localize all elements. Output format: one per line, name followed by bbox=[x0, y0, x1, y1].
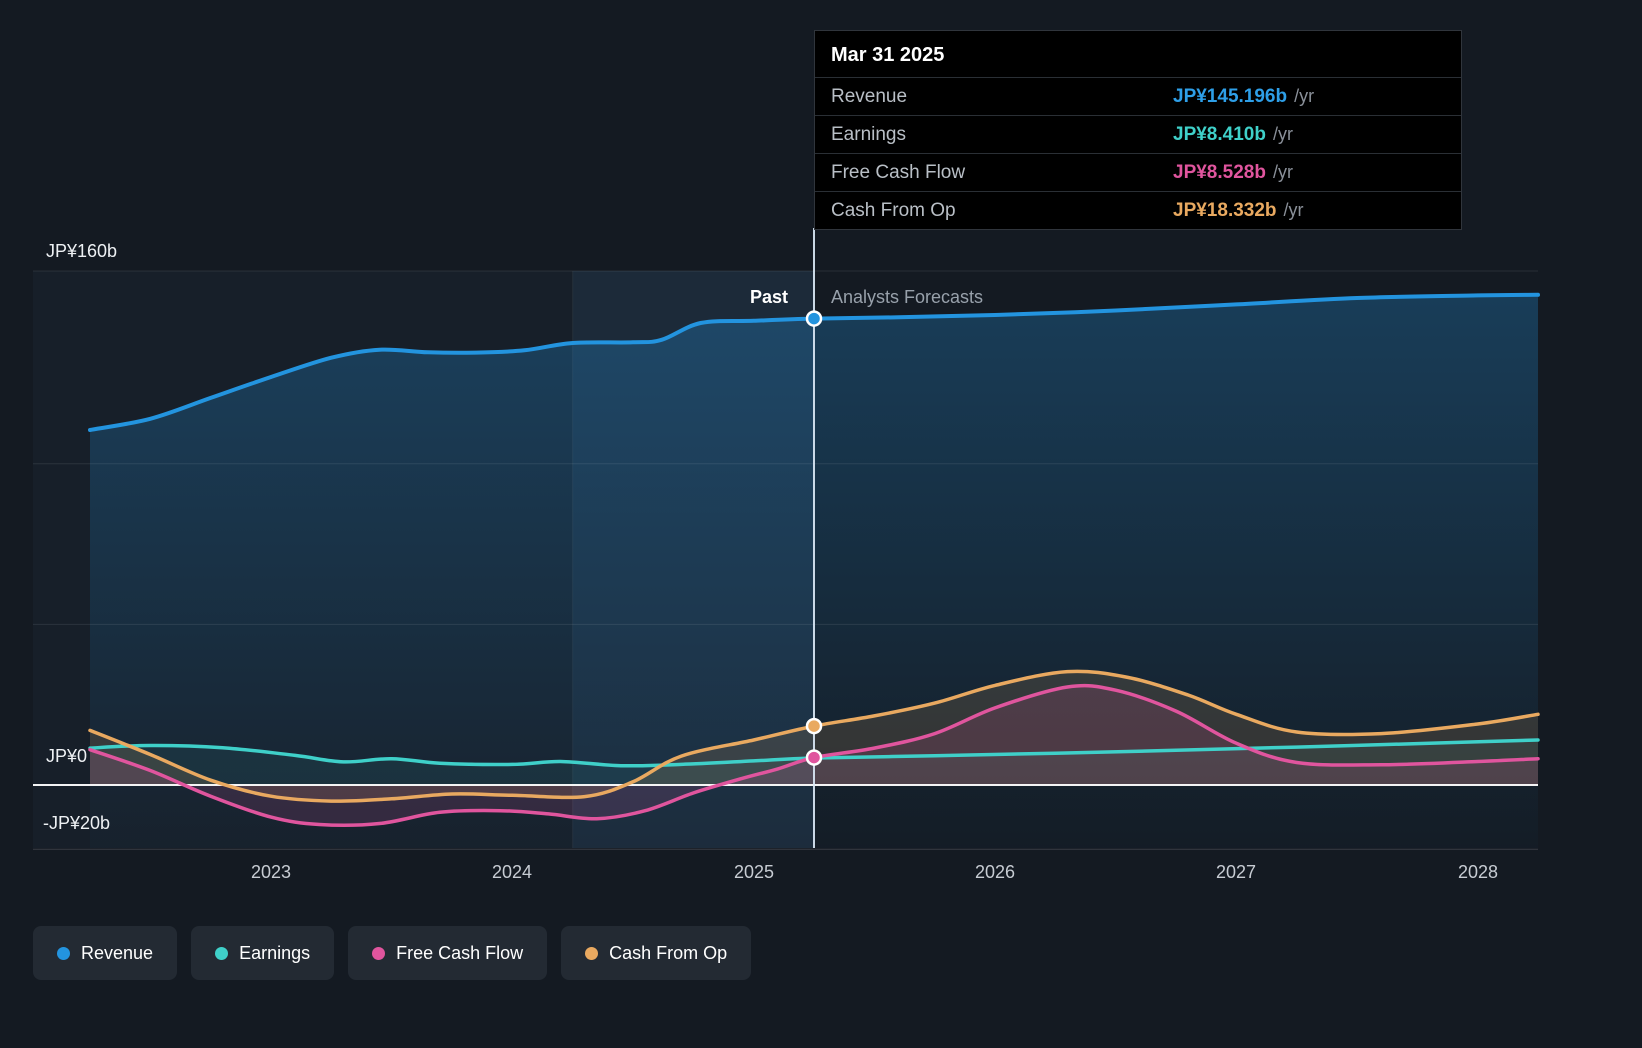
free-cash-flow-marker[interactable] bbox=[807, 751, 821, 765]
tooltip-value: JP¥145.196b bbox=[1173, 85, 1287, 108]
tooltip-row-cash-from-op: Cash From Op JP¥18.332b /yr bbox=[815, 191, 1461, 229]
tooltip-row-free-cash-flow: Free Cash Flow JP¥8.528b /yr bbox=[815, 153, 1461, 191]
tooltip-label: Cash From Op bbox=[831, 199, 1173, 222]
free-cash-flow-dot-icon bbox=[372, 947, 385, 960]
tooltip-label: Free Cash Flow bbox=[831, 161, 1173, 184]
x-tick-2026: 2026 bbox=[975, 862, 1015, 883]
tooltip-suffix: /yr bbox=[1284, 199, 1304, 222]
tooltip-suffix: /yr bbox=[1273, 161, 1293, 184]
revenue-dot-icon bbox=[57, 947, 70, 960]
y-axis-label-zero: JP¥0 bbox=[46, 746, 87, 767]
tooltip-row-earnings: Earnings JP¥8.410b /yr bbox=[815, 115, 1461, 153]
tooltip-row-revenue: Revenue JP¥145.196b /yr bbox=[815, 77, 1461, 115]
legend-label-free-cash-flow: Free Cash Flow bbox=[396, 943, 523, 964]
x-tick-2023: 2023 bbox=[251, 862, 291, 883]
earnings-dot-icon bbox=[215, 947, 228, 960]
y-axis-label-neg20b: -JP¥20b bbox=[43, 813, 110, 834]
revenue-marker[interactable] bbox=[807, 312, 821, 326]
tooltip-label: Revenue bbox=[831, 85, 1173, 108]
tooltip-value: JP¥18.332b bbox=[1173, 199, 1277, 222]
cash-from-op-marker[interactable] bbox=[807, 719, 821, 733]
tooltip-suffix: /yr bbox=[1273, 123, 1293, 146]
legend-item-revenue[interactable]: Revenue bbox=[33, 926, 177, 980]
page: JP¥160b JP¥0 -JP¥20b 2023 2024 2025 2026… bbox=[0, 0, 1642, 1048]
x-tick-2028: 2028 bbox=[1458, 862, 1498, 883]
tooltip-label: Earnings bbox=[831, 123, 1173, 146]
legend: Revenue Earnings Free Cash Flow Cash Fro… bbox=[33, 926, 751, 980]
tooltip: Mar 31 2025 Revenue JP¥145.196b /yr Earn… bbox=[814, 30, 1462, 230]
x-tick-2024: 2024 bbox=[492, 862, 532, 883]
legend-label-cash-from-op: Cash From Op bbox=[609, 943, 727, 964]
x-axis: 2023 2024 2025 2026 2027 2028 bbox=[0, 862, 1642, 888]
legend-label-revenue: Revenue bbox=[81, 943, 153, 964]
tooltip-date: Mar 31 2025 bbox=[815, 31, 1461, 77]
past-label: Past bbox=[750, 287, 788, 308]
legend-item-earnings[interactable]: Earnings bbox=[191, 926, 334, 980]
x-tick-2027: 2027 bbox=[1216, 862, 1256, 883]
legend-item-cash-from-op[interactable]: Cash From Op bbox=[561, 926, 751, 980]
forecast-label: Analysts Forecasts bbox=[831, 287, 983, 308]
y-axis-label-160b: JP¥160b bbox=[46, 241, 117, 262]
tooltip-value: JP¥8.528b bbox=[1173, 161, 1266, 184]
cash-from-op-dot-icon bbox=[585, 947, 598, 960]
tooltip-value: JP¥8.410b bbox=[1173, 123, 1266, 146]
tooltip-suffix: /yr bbox=[1294, 85, 1314, 108]
legend-item-free-cash-flow[interactable]: Free Cash Flow bbox=[348, 926, 547, 980]
x-tick-2025: 2025 bbox=[734, 862, 774, 883]
legend-label-earnings: Earnings bbox=[239, 943, 310, 964]
